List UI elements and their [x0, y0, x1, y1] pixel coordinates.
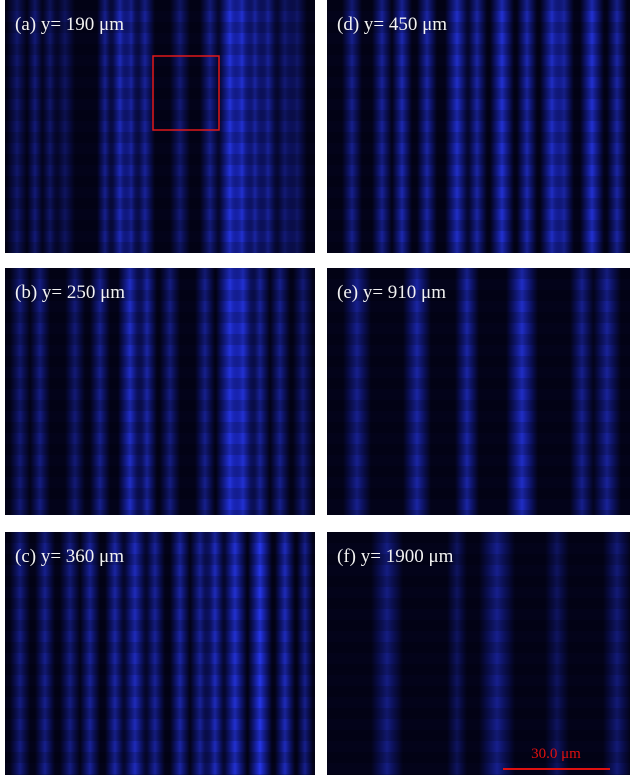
row-modulation — [327, 532, 630, 775]
image-panel: (b) y= 250 μm — [5, 268, 315, 515]
panel-label: (d) y= 450 μm — [337, 14, 447, 35]
panel-label: (f) y= 1900 μm — [337, 546, 454, 567]
row-modulation — [5, 268, 315, 515]
image-panel: (c) y= 360 μm — [5, 532, 315, 775]
scale-bar-label: 30.0 μm — [531, 746, 581, 762]
image-content — [5, 0, 315, 253]
image-content — [327, 532, 630, 775]
region-box — [152, 55, 220, 131]
image-content — [327, 268, 630, 515]
row-modulation — [327, 268, 630, 515]
panel-label: (b) y= 250 μm — [15, 282, 125, 303]
image-panel: (d) y= 450 μm — [327, 0, 630, 253]
panel-label: (a) y= 190 μm — [15, 14, 124, 35]
image-panel: (e) y= 910 μm — [327, 268, 630, 515]
row-modulation — [327, 0, 630, 253]
row-modulation — [5, 0, 315, 253]
panel-label: (e) y= 910 μm — [337, 282, 446, 303]
image-content — [327, 0, 630, 253]
image-content — [5, 268, 315, 515]
image-content — [5, 532, 315, 775]
panel-label: (c) y= 360 μm — [15, 546, 124, 567]
image-panel: (f) y= 1900 μm 30.0 μm — [327, 532, 630, 775]
row-modulation — [5, 532, 315, 775]
image-panel: (a) y= 190 μm — [5, 0, 315, 253]
